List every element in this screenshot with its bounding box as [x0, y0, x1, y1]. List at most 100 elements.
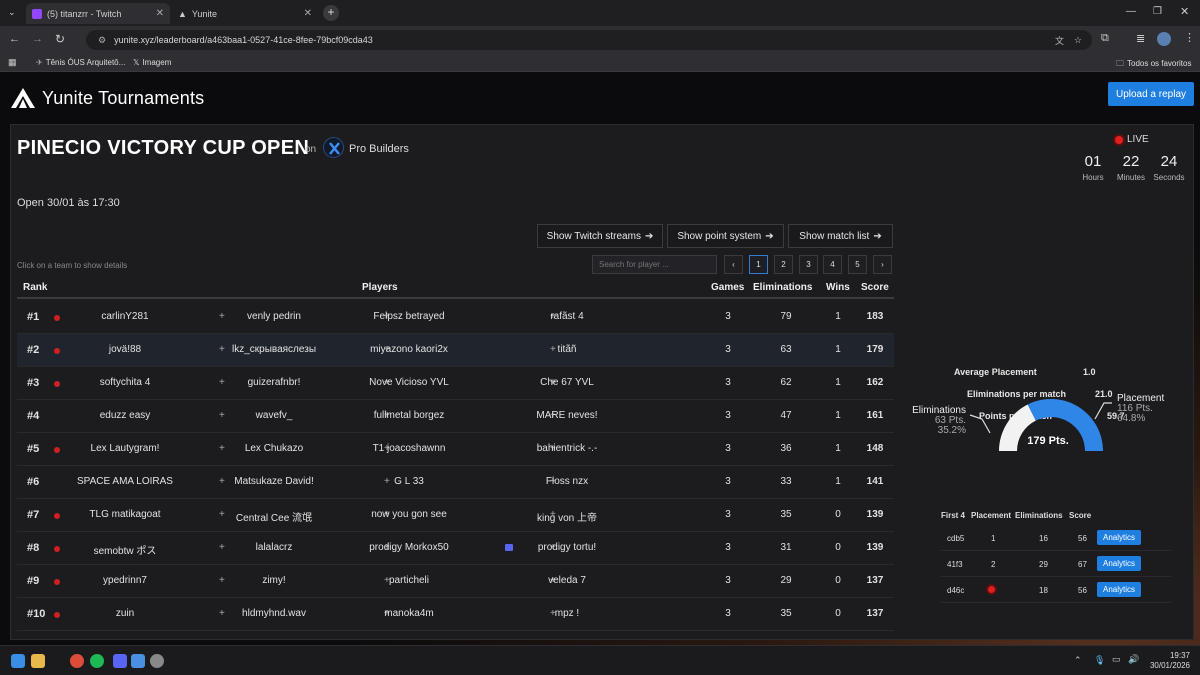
tray-chevron-icon[interactable]: ⌃	[1074, 655, 1082, 665]
plus-icon: +	[384, 509, 390, 520]
media-icon[interactable]: ≣	[1136, 33, 1146, 45]
header-rank[interactable]: Rank	[23, 282, 48, 293]
prev-page-button[interactable]: ‹	[724, 255, 743, 274]
bookmark-item-shoes[interactable]: ✈ Tênis ÓUS Arquitetô...	[36, 58, 125, 67]
analytics-button[interactable]: Analytics	[1097, 582, 1141, 597]
back-icon[interactable]: ←	[9, 33, 20, 45]
show-twitch-streams-button[interactable]: Show Twitch streams ➔	[537, 224, 663, 248]
start-icon[interactable]	[11, 654, 25, 668]
minimize-icon[interactable]: —	[1126, 6, 1136, 17]
page-2-button[interactable]: 2	[774, 255, 793, 274]
score: 137	[866, 575, 884, 586]
leaderboard-row[interactable]: #2 jovä!88 + lkz_скрываяслезы + miyazono kaor…	[17, 334, 894, 367]
leaderboard-row[interactable]: #5 Lex Lautygram! + Lex Chukazo + T1 joacosha…	[17, 433, 894, 466]
app-icon[interactable]	[131, 654, 145, 668]
header-score[interactable]: Score	[861, 282, 889, 293]
match-id: d46c	[947, 586, 965, 595]
spotify-icon[interactable]	[90, 654, 104, 668]
discord-icon[interactable]	[113, 654, 127, 668]
plus-icon: +	[384, 344, 390, 355]
analytics-button[interactable]: Analytics	[1097, 530, 1141, 545]
clock-time: 19:37	[1169, 651, 1190, 660]
header-wins[interactable]: Wins	[826, 282, 850, 293]
games: 3	[725, 542, 731, 553]
leaderboard-row[interactable]: #3 softychita 4 + guizerafnbr! + Nove Vicioso…	[17, 367, 894, 400]
analytics-button[interactable]: Analytics	[1097, 556, 1141, 571]
header-games[interactable]: Games	[711, 282, 745, 293]
show-point-system-button[interactable]: Show point system ➔	[667, 224, 784, 248]
live-dot-icon	[54, 612, 60, 618]
arrow-right-icon: ➔	[873, 230, 882, 242]
bookmark-item-imagem[interactable]: 𝕏 Imagem	[133, 58, 171, 67]
apps-grid-icon[interactable]: ▦	[8, 57, 17, 67]
leaderboard-row[interactable]: #10 zuin + hldmyhnd.wav + manoka4m + mpz ! 3 35 0 1…	[17, 598, 894, 631]
close-window-icon[interactable]: ✕	[1180, 6, 1190, 18]
clock[interactable]: 19:37 30/01/2026	[1146, 651, 1190, 671]
new-tab-icon[interactable]: +	[323, 5, 339, 21]
games: 3	[725, 476, 731, 487]
leaderboard-header: Rank Players Games Eliminations Wins Sco…	[17, 275, 894, 299]
match-id: cdb5	[947, 534, 965, 543]
forward-icon[interactable]: →	[32, 33, 43, 45]
plus-icon: +	[550, 443, 556, 454]
organizer-name[interactable]: Pro Builders	[349, 143, 409, 155]
plus-icon: +	[550, 344, 556, 355]
page-1-button[interactable]: 1	[749, 255, 768, 274]
reload-icon[interactable]: ↻	[55, 32, 66, 46]
maximize-icon[interactable]: ❐	[1153, 6, 1162, 17]
menu-icon[interactable]: ⋮	[1184, 32, 1195, 44]
plus-icon: +	[384, 443, 390, 454]
file-explorer-icon[interactable]	[31, 654, 45, 668]
extensions-icon[interactable]: ⧉	[1101, 32, 1109, 44]
all-bookmarks[interactable]: 🗀 Todos os favoritos	[1116, 58, 1191, 72]
page-3-button[interactable]: 3	[799, 255, 818, 274]
player-search-input[interactable]	[592, 255, 717, 274]
page-4-button[interactable]: 4	[823, 255, 842, 274]
wifi-icon[interactable]: ▭	[1112, 654, 1121, 664]
leaderboard-row[interactable]: #6 SPACE AMA LOIRAS + Matsukaze David! + G L …	[17, 466, 894, 499]
url-field[interactable]: ⚙ yunite.xyz/leaderboard/a463baa1-0527-4…	[86, 30, 1092, 50]
score: 139	[866, 509, 884, 520]
button-label: Show match list	[799, 230, 870, 242]
chrome-icon[interactable]	[70, 654, 84, 668]
plus-icon: +	[550, 476, 556, 487]
site-info-icon[interactable]: ⚙	[98, 34, 107, 45]
profile-avatar[interactable]	[1157, 32, 1171, 46]
player-name: zuin	[115, 608, 135, 619]
eliminations: 29	[780, 575, 792, 586]
live-dot-icon	[54, 579, 60, 585]
rank: #10	[27, 608, 46, 620]
player-name: Che 67 YVL	[540, 377, 594, 388]
col-score: Score	[1069, 511, 1092, 520]
player-name: carlinY281	[101, 311, 149, 322]
wins: 0	[835, 509, 841, 520]
leaderboard-row[interactable]: #7 TLG matikagoat + Central Cee 流氓 + now you …	[17, 499, 894, 532]
leaderboard-row[interactable]: #9 ypedrinn7 + zimy! + particheli + veleda 7 3 29…	[17, 565, 894, 598]
bookmark-star-icon[interactable]: ☆	[1073, 34, 1082, 45]
tab-yunite[interactable]: ▲ Yunite ✕	[172, 3, 318, 24]
show-match-list-button[interactable]: Show match list ➔	[788, 224, 893, 248]
brand-name[interactable]: Yunite Tournaments	[42, 88, 205, 108]
volume-icon[interactable]: 🔊	[1128, 654, 1140, 664]
upload-replay-button[interactable]: Upload a replay	[1108, 82, 1194, 106]
gauge-elims-arc	[999, 404, 1036, 451]
leaderboard-row[interactable]: #4 eduzz easy + wavefv_ + fullmetal borgez + MA…	[17, 400, 894, 433]
leaderboard-row[interactable]: #1 carlinY281 + venly pedrin + Felpsz betraye…	[17, 301, 894, 334]
translate-icon[interactable]: 文	[1054, 35, 1064, 46]
player-name: prodigy tortu!	[537, 542, 597, 553]
player-name: Lex Chukazo	[244, 443, 304, 454]
settings-icon[interactable]	[150, 654, 164, 668]
legend-label: Placement	[1117, 393, 1165, 404]
close-icon[interactable]: ✕	[155, 8, 164, 19]
mic-icon[interactable]: 🎙	[1094, 655, 1106, 665]
close-icon[interactable]: ✕	[303, 8, 312, 19]
tab-list-chevron-icon[interactable]: ⌄	[8, 7, 16, 17]
leaderboard-row[interactable]: #8 semobtw ポス + lalalacrz + prodigy Morkox50 +…	[17, 532, 894, 565]
countdown-unit: Seconds	[1153, 173, 1185, 182]
match-score: 56	[1078, 586, 1087, 595]
tab-twitch[interactable]: (5) titanzrr - Twitch ✕	[26, 3, 170, 24]
page-5-button[interactable]: 5	[848, 255, 867, 274]
pro-builders-logo-icon[interactable]	[323, 137, 344, 158]
next-page-button[interactable]: ›	[873, 255, 892, 274]
header-eliminations[interactable]: Eliminations	[753, 282, 813, 293]
